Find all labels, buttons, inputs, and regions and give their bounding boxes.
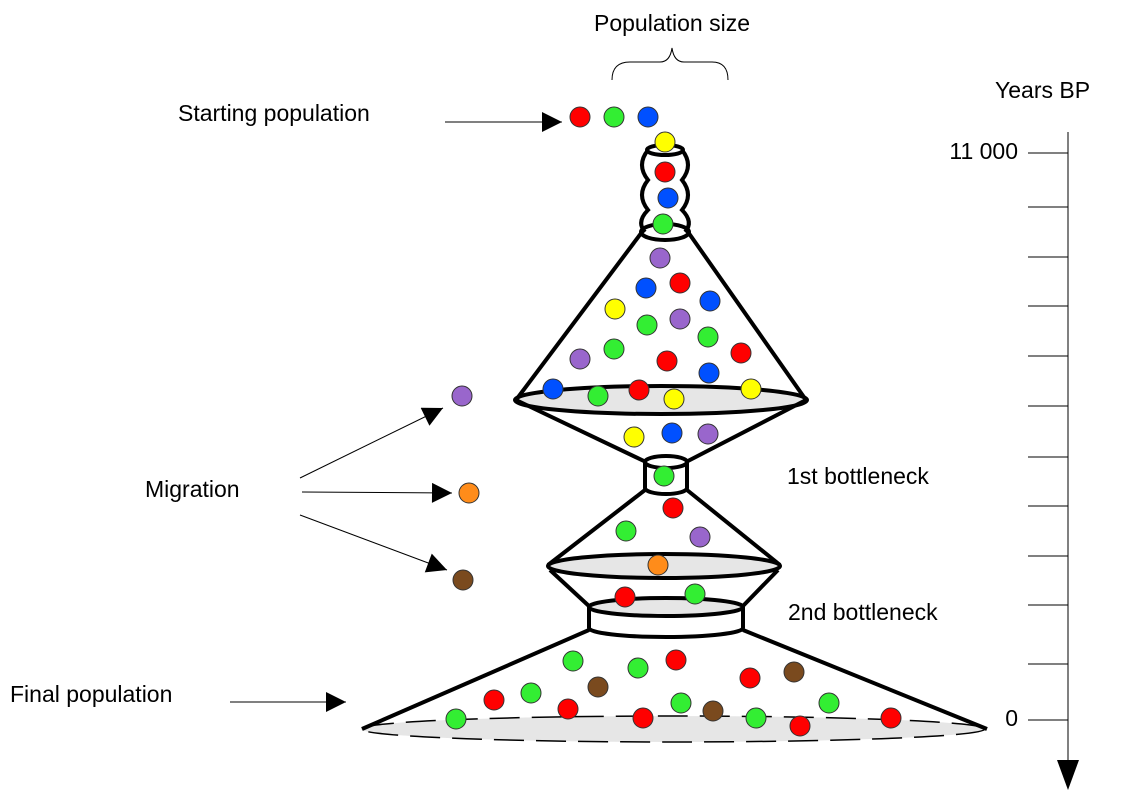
cone-edge bbox=[546, 488, 647, 567]
individual bbox=[663, 388, 685, 410]
individual bbox=[647, 554, 669, 576]
arrow bbox=[301, 482, 453, 503]
cone-edge bbox=[742, 628, 988, 731]
bottleneck bbox=[643, 462, 689, 496]
individual bbox=[569, 348, 591, 370]
individual bbox=[656, 350, 678, 372]
individual bbox=[783, 661, 805, 683]
individual bbox=[697, 326, 719, 348]
individual bbox=[739, 667, 761, 689]
individual bbox=[657, 187, 679, 209]
individual bbox=[654, 131, 676, 153]
individual bbox=[483, 689, 505, 711]
individual bbox=[628, 379, 650, 401]
axis-label: 11 000 bbox=[949, 138, 1018, 164]
individual bbox=[698, 362, 720, 384]
individual bbox=[587, 385, 609, 407]
individual bbox=[649, 247, 671, 269]
column-left bbox=[639, 148, 651, 234]
individual bbox=[745, 707, 767, 729]
arrow bbox=[299, 407, 444, 479]
title: Population size bbox=[594, 10, 750, 36]
individual bbox=[662, 497, 684, 519]
individual bbox=[653, 465, 675, 487]
individual bbox=[789, 715, 811, 737]
individual bbox=[458, 482, 480, 504]
individual bbox=[689, 526, 711, 548]
individual bbox=[636, 314, 658, 336]
arrow bbox=[299, 514, 448, 573]
individual bbox=[670, 692, 692, 714]
axis-label: 0 bbox=[1005, 705, 1018, 731]
individual bbox=[880, 707, 902, 729]
bottleneck bbox=[587, 596, 745, 618]
label: 2nd bottleneck bbox=[788, 599, 938, 625]
bottleneck bbox=[587, 607, 745, 639]
individual bbox=[604, 298, 626, 320]
cone-edge bbox=[685, 488, 782, 567]
axis-arrow bbox=[1057, 760, 1079, 790]
label: Starting population bbox=[178, 100, 370, 126]
individual bbox=[818, 692, 840, 714]
individual bbox=[702, 700, 724, 722]
label: Migration bbox=[145, 476, 240, 502]
individual bbox=[623, 426, 645, 448]
individual bbox=[557, 698, 579, 720]
cone-edge bbox=[361, 628, 590, 731]
brace bbox=[611, 47, 729, 81]
individual bbox=[665, 649, 687, 671]
individual bbox=[654, 161, 676, 183]
individual bbox=[730, 342, 752, 364]
label: 1st bottleneck bbox=[787, 463, 929, 489]
individual bbox=[740, 378, 762, 400]
axis-title: Years BP bbox=[995, 77, 1090, 103]
individual bbox=[635, 277, 657, 299]
population-shapes bbox=[230, 47, 1079, 790]
individual bbox=[614, 586, 636, 608]
individual bbox=[603, 106, 625, 128]
individual bbox=[520, 682, 542, 704]
individual bbox=[697, 423, 719, 445]
individual bbox=[452, 569, 474, 591]
individual bbox=[699, 290, 721, 312]
individual bbox=[451, 385, 473, 407]
cone-edge bbox=[514, 230, 644, 402]
individual bbox=[632, 707, 654, 729]
funnel-edge bbox=[515, 398, 647, 464]
individual bbox=[615, 520, 637, 542]
individual bbox=[562, 650, 584, 672]
individual bbox=[684, 583, 706, 605]
individual bbox=[652, 213, 674, 235]
individuals bbox=[445, 106, 902, 737]
individual bbox=[669, 308, 691, 330]
individual bbox=[603, 338, 625, 360]
individual bbox=[445, 708, 467, 730]
axis-ticks bbox=[1028, 152, 1068, 721]
funnel-edge bbox=[740, 568, 780, 609]
individual bbox=[661, 422, 683, 444]
individual bbox=[637, 106, 659, 128]
column-right bbox=[679, 148, 691, 234]
funnel-edge bbox=[548, 568, 592, 609]
individual bbox=[587, 676, 609, 698]
individual bbox=[669, 272, 691, 294]
label: Final population bbox=[10, 681, 172, 707]
funnel-edge bbox=[685, 398, 807, 464]
individual bbox=[569, 106, 591, 128]
cone-edge bbox=[686, 230, 808, 402]
individual bbox=[542, 378, 564, 400]
individual bbox=[627, 657, 649, 679]
